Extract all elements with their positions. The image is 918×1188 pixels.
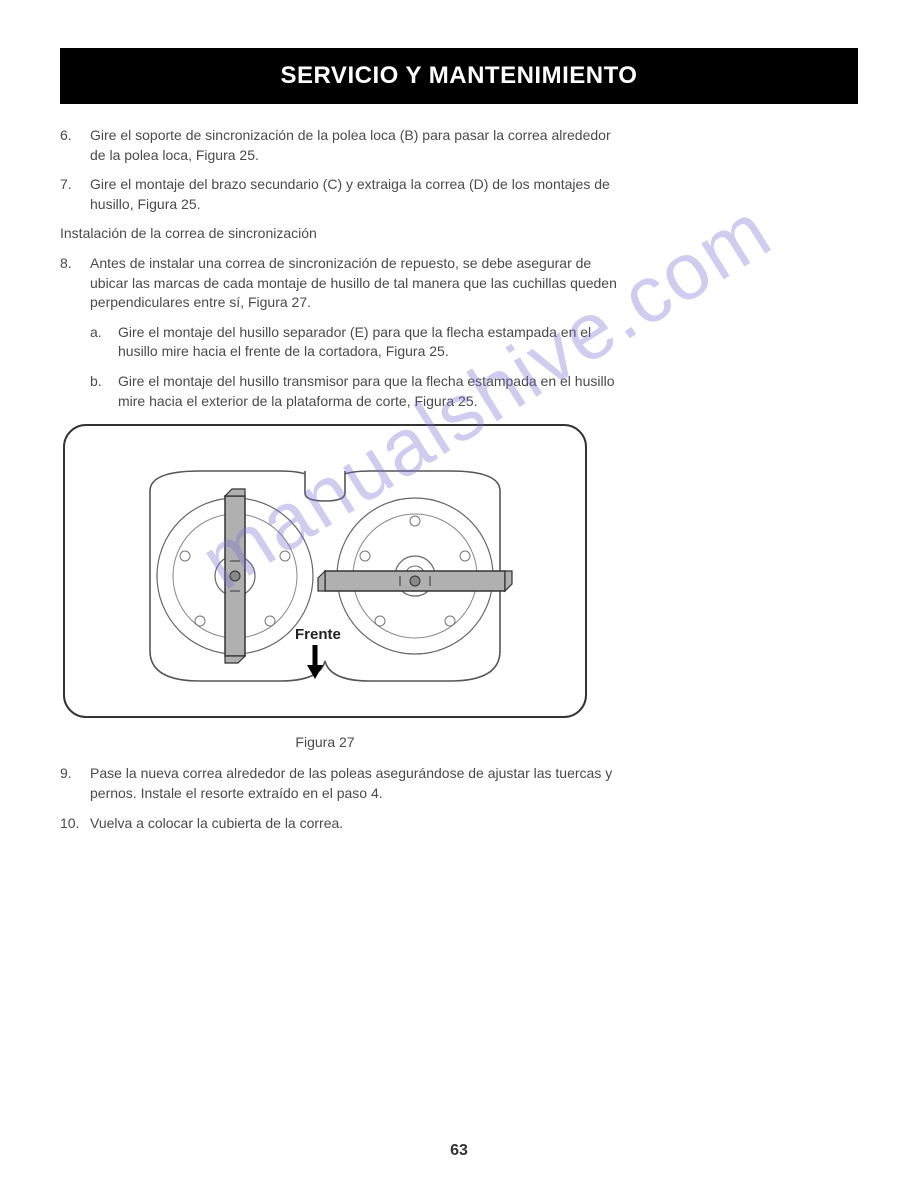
list-number: 6.: [60, 126, 90, 165]
list-item-9: 9. Pase la nueva correa alrededor de las…: [60, 764, 620, 803]
list-item-10: 10. Vuelva a colocar la cubierta de la c…: [60, 814, 620, 834]
deck-diagram-svg: Frente: [60, 421, 590, 721]
main-content: 6. Gire el soporte de sincronización de …: [60, 126, 620, 833]
list-number: 7.: [60, 175, 90, 214]
list-item-8: 8. Antes de instalar una correa de sincr…: [60, 254, 620, 313]
header-bar: SERVICIO Y MANTENIMIENTO: [60, 48, 858, 104]
header-title: SERVICIO Y MANTENIMIENTO: [281, 62, 638, 89]
install-subtitle: Instalación de la correa de sincronizaci…: [60, 224, 620, 244]
list-item-6: 6. Gire el soporte de sincronización de …: [60, 126, 620, 165]
sub-list: a. Gire el montaje del husillo separador…: [60, 323, 620, 411]
list-number: 9.: [60, 764, 90, 803]
list-number: 10.: [60, 814, 90, 834]
sub-text: Gire el montaje del husillo transmisor p…: [118, 372, 620, 411]
list-text: Pase la nueva correa alrededor de las po…: [90, 764, 620, 803]
list-text: Gire el montaje del brazo secundario (C)…: [90, 175, 620, 214]
list-text: Antes de instalar una correa de sincroni…: [90, 254, 620, 313]
list-number: 8.: [60, 254, 90, 313]
figure-27: Frente: [60, 421, 590, 727]
sub-item-a: a. Gire el montaje del husillo separador…: [90, 323, 620, 362]
list-text: Gire el soporte de sincronización de la …: [90, 126, 620, 165]
frente-label: Frente: [295, 626, 341, 643]
figure-caption: Figura 27: [60, 733, 590, 753]
sub-number: a.: [90, 323, 118, 362]
sub-text: Gire el montaje del husillo separador (E…: [118, 323, 620, 362]
sub-item-b: b. Gire el montaje del husillo transmiso…: [90, 372, 620, 411]
list-item-7: 7. Gire el montaje del brazo secundario …: [60, 175, 620, 214]
page-number: 63: [0, 1142, 918, 1160]
sub-number: b.: [90, 372, 118, 411]
list-text: Vuelva a colocar la cubierta de la corre…: [90, 814, 620, 834]
